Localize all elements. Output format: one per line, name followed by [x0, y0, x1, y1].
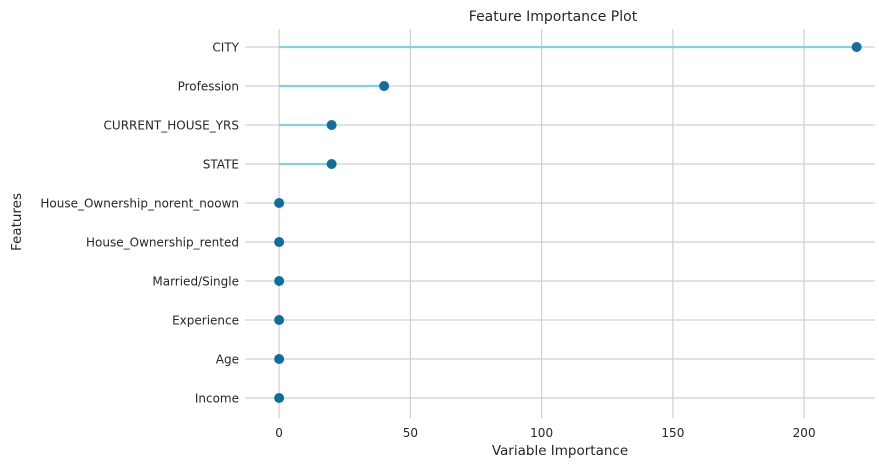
grid-lines — [245, 29, 875, 418]
x-tick-label: 100 — [530, 426, 553, 440]
marker-1 — [379, 81, 390, 91]
marker-2 — [326, 120, 337, 130]
y-tick-label: CURRENT_HOUSE_YRS — [104, 119, 239, 133]
marker-5 — [274, 237, 285, 247]
x-tick-labels: 0 50 100 150 200 — [275, 426, 815, 440]
marker-4 — [274, 198, 285, 208]
y-tick-label: CITY — [212, 41, 239, 55]
x-tick-label: 150 — [661, 426, 684, 440]
marker-6 — [274, 276, 285, 286]
y-tick-label: Age — [216, 353, 239, 367]
x-tick-label: 50 — [403, 426, 418, 440]
y-tick-label: STATE — [203, 158, 239, 172]
y-tick-label: House_Ownership_rented — [86, 236, 239, 250]
lollipop-markers — [274, 42, 862, 403]
y-axis-title: Features — [9, 193, 25, 251]
y-tick-label: Experience — [172, 314, 239, 328]
y-tick-labels: CITY Profession CURRENT_HOUSE_YRS STATE Hous… — [40, 41, 239, 406]
x-tick-label: 200 — [793, 426, 816, 440]
x-axis-title: Variable Importance — [492, 443, 628, 459]
lollipop-stems — [279, 45, 857, 166]
chart-title: Feature Importance Plot — [469, 9, 638, 25]
y-tick-label: Income — [195, 392, 239, 406]
marker-9 — [274, 393, 285, 403]
marker-0 — [851, 42, 862, 52]
marker-7 — [274, 315, 285, 325]
y-tick-label: Married/Single — [152, 275, 239, 289]
y-tick-label: House_Ownership_norent_noown — [40, 197, 239, 211]
y-tick-label: Profession — [178, 80, 239, 94]
x-tick-label: 0 — [275, 426, 283, 440]
marker-3 — [326, 159, 337, 169]
marker-8 — [274, 354, 285, 364]
